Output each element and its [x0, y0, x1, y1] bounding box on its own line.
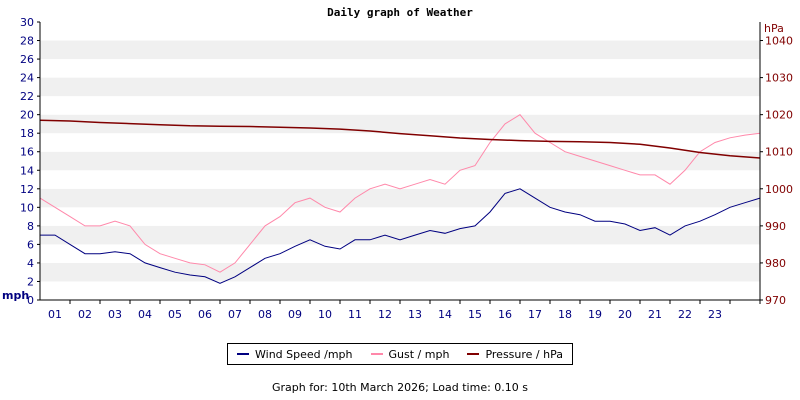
gust-line — [39, 114, 761, 273]
x-tick-label: 06 — [198, 308, 212, 321]
x-tick-label: 21 — [648, 308, 662, 321]
left-tick-label: 16 — [20, 146, 34, 159]
grid-band — [40, 96, 760, 115]
x-tick-label: 01 — [48, 308, 62, 321]
grid-bands — [40, 22, 760, 300]
left-axis-label: mph — [2, 289, 29, 302]
left-tick-label: 2 — [27, 275, 34, 288]
x-tick-label: 23 — [708, 308, 722, 321]
right-tick-label: 1040 — [765, 35, 793, 48]
grid-band — [40, 133, 760, 152]
wind-speed-line — [40, 188, 761, 284]
left-tick-label: 12 — [20, 183, 34, 196]
series-lines — [39, 114, 761, 284]
legend-label-pressure: Pressure / hPa — [485, 347, 563, 361]
x-tick-label: 09 — [288, 308, 302, 321]
footer-text: Graph for: 10th March 2026; Load time: 0… — [271, 381, 529, 394]
pressure-line — [39, 119, 761, 159]
grid-band — [40, 114, 760, 134]
x-tick-label: 16 — [498, 308, 512, 321]
x-tick-label: 14 — [438, 308, 452, 321]
right-tick-label: 980 — [765, 257, 786, 270]
x-tick-label: 04 — [138, 308, 152, 321]
x-tick-label: 17 — [528, 308, 542, 321]
legend-swatch-pressure — [467, 353, 480, 355]
left-tick-label: 18 — [20, 127, 34, 140]
right-tick-label: 1020 — [765, 109, 793, 122]
x-tick-label: 08 — [258, 308, 272, 321]
x-tick-label: 12 — [378, 308, 392, 321]
left-tick-label: 6 — [27, 238, 34, 251]
left-tick-label: 30 — [20, 16, 34, 29]
grid-band — [40, 244, 760, 263]
left-tick-label: 0 — [27, 294, 34, 307]
left-tick-label: 22 — [20, 90, 34, 103]
grid-band — [40, 225, 760, 245]
right-axis-ticks: 970 980 990 1000 1010 1020 1030 1040 — [760, 35, 793, 307]
legend-label-gust: Gust / mph — [388, 347, 450, 361]
right-tick-label: 970 — [765, 294, 786, 307]
grid-band — [40, 59, 760, 78]
legend: Wind Speed /mph Gust / mph Pressure / hP… — [227, 343, 573, 365]
right-tick-label: 1030 — [765, 72, 793, 85]
left-tick-label: 24 — [20, 72, 34, 85]
x-tick-label: 03 — [108, 308, 122, 321]
x-tick-label: 18 — [558, 308, 572, 321]
grid-band — [40, 188, 760, 208]
grid-band — [40, 40, 760, 60]
left-tick-label: 20 — [20, 109, 34, 122]
x-axis-ticks: 01 02 03 04 05 06 07 08 09 10 11 12 13 14 15 16 17 18 19 20… — [48, 300, 761, 321]
grid-band — [40, 262, 760, 282]
grid-band — [40, 22, 760, 41]
x-tick-label: 07 — [228, 308, 242, 321]
legend-item-wind: Wind Speed /mph — [237, 348, 353, 361]
legend-label-wind: Wind Speed /mph — [255, 347, 353, 361]
x-tick-label: 11 — [348, 308, 362, 321]
legend-item-pressure: Pressure / hPa — [467, 348, 563, 361]
left-tick-label: 4 — [27, 257, 34, 270]
left-tick-label: 14 — [20, 164, 34, 177]
left-tick-label: 8 — [27, 220, 34, 233]
legend-swatch-wind — [237, 353, 249, 355]
x-tick-label: 15 — [468, 308, 482, 321]
legend-item-gust: Gust / mph — [370, 347, 450, 361]
x-tick-label: 10 — [318, 308, 332, 321]
x-tick-label: 13 — [408, 308, 422, 321]
grid-band — [40, 207, 760, 226]
chart-title: Daily graph of Weather — [327, 6, 473, 19]
right-tick-label: 1010 — [765, 146, 793, 159]
right-axis-label: hPa — [764, 22, 784, 35]
x-tick-label: 19 — [588, 308, 602, 321]
grid-band — [40, 281, 760, 300]
left-tick-label: 10 — [20, 201, 34, 214]
legend-swatch-gust — [370, 353, 383, 355]
right-tick-label: 990 — [765, 220, 786, 233]
x-tick-label: 20 — [618, 308, 632, 321]
x-tick-label: 22 — [678, 308, 692, 321]
x-tick-label: 02 — [78, 308, 92, 321]
x-tick-label: 05 — [168, 308, 182, 321]
left-tick-label: 26 — [20, 53, 34, 66]
grid-band — [40, 170, 760, 189]
grid-band — [40, 77, 760, 97]
right-tick-label: 1000 — [765, 183, 793, 196]
grid-band — [40, 151, 760, 171]
left-tick-label: 28 — [20, 35, 34, 48]
